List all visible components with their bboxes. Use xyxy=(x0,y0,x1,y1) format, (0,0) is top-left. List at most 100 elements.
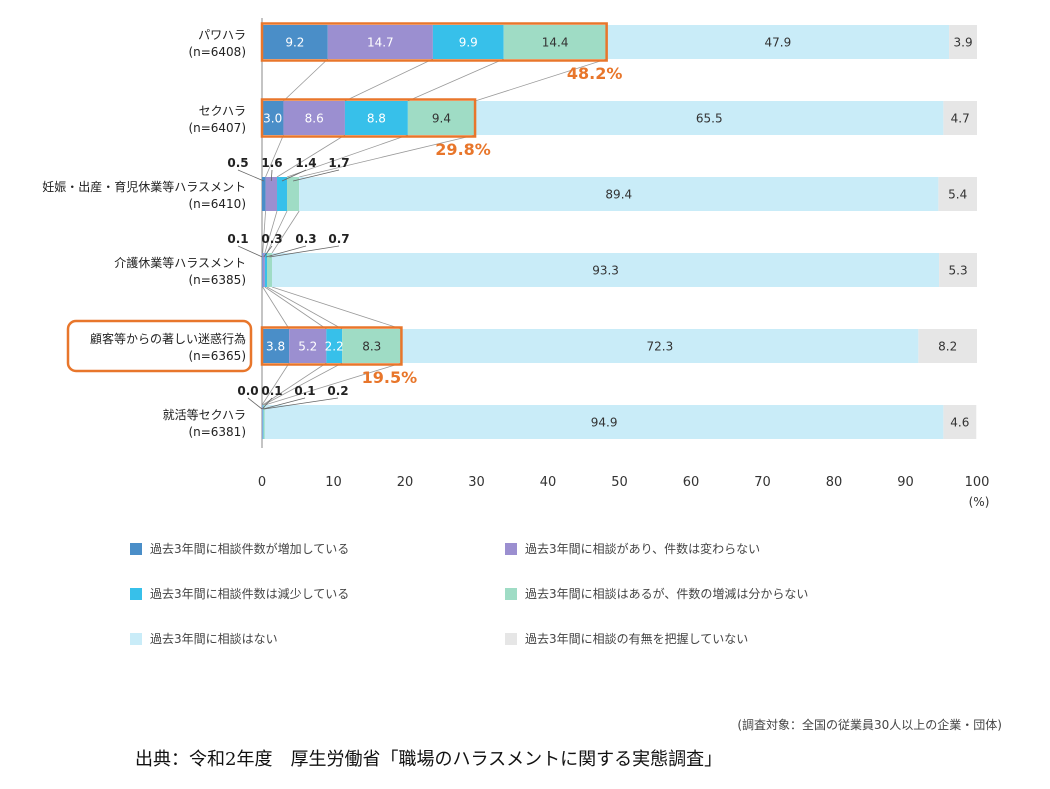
total-label: 29.8% xyxy=(435,140,491,159)
bar-segment xyxy=(939,253,977,287)
connector-line xyxy=(266,286,343,330)
survey-note: (調査対象：全国の従業員30人以上の企業・団体) xyxy=(737,718,1002,732)
legend-item: 過去3年間に相談はあるが、件数の増減は分からない xyxy=(505,585,808,602)
value-label: 5.2 xyxy=(298,340,317,354)
category-label: セクハラ xyxy=(199,104,246,118)
value-leader-line xyxy=(281,169,307,182)
bar-segment xyxy=(407,101,476,135)
value-label: 1.6 xyxy=(261,156,282,170)
value-leader-line xyxy=(263,245,273,258)
connector-line xyxy=(344,58,434,102)
x-tick-label: 10 xyxy=(325,475,342,490)
value-label: 3.0 xyxy=(263,112,282,126)
legend-label: 過去3年間に相談はない xyxy=(150,632,278,646)
bar-segment xyxy=(262,177,266,211)
value-leader-line xyxy=(264,397,339,410)
value-label: 2.2 xyxy=(325,340,344,354)
bar-segment xyxy=(299,177,939,211)
value-label: 0.1 xyxy=(294,384,315,398)
connector-line xyxy=(262,362,327,406)
bar-segment xyxy=(263,405,265,439)
bar-segment xyxy=(344,101,408,135)
x-tick-label: 20 xyxy=(397,475,414,490)
connector-line xyxy=(407,58,504,102)
connector-line xyxy=(262,286,290,330)
x-tick-label: 50 xyxy=(611,475,628,490)
connector-line xyxy=(262,210,266,254)
legend-swatch xyxy=(505,632,517,645)
category-n-label: (n=6365) xyxy=(188,349,246,363)
x-tick-label: 30 xyxy=(468,475,485,490)
legend-item: 過去3年間に相談があり、件数は変わらない xyxy=(505,540,760,557)
value-leader-line xyxy=(265,245,307,258)
value-label: 93.3 xyxy=(592,264,619,278)
value-label: 8.3 xyxy=(362,340,381,354)
value-label: 8.6 xyxy=(305,112,324,126)
bar-segment xyxy=(327,25,433,59)
connector-line xyxy=(474,58,607,102)
category-n-label: (n=6407) xyxy=(188,121,246,135)
source-citation: 出典：令和2年度 厚生労働省「職場のハラスメントに関する実態調査」 xyxy=(135,749,723,770)
value-label: 0.7 xyxy=(328,232,349,246)
legend-label: 過去3年間に相談があり、件数は変わらない xyxy=(525,542,761,556)
legend-item: 過去3年間に相談の有無を把握していない xyxy=(505,630,748,647)
legend-item: 過去3年間に相談件数は減少している xyxy=(130,585,349,602)
value-leader-line xyxy=(237,245,263,258)
bar-segment xyxy=(503,25,607,59)
x-tick-label: 40 xyxy=(540,475,557,490)
value-label: 8.2 xyxy=(938,340,957,354)
bar-segment xyxy=(949,25,977,59)
bar-segment xyxy=(342,329,402,363)
value-label: 4.7 xyxy=(951,112,970,126)
highlight-box xyxy=(260,98,477,138)
category-label: 介護休業等ハラスメント xyxy=(114,255,246,270)
bar-segment xyxy=(262,329,290,363)
connector-line xyxy=(271,286,402,330)
x-tick-label: 80 xyxy=(826,475,843,490)
value-label: 5.3 xyxy=(949,264,968,278)
connector-line xyxy=(286,134,408,178)
x-tick-label: 100 xyxy=(965,475,990,490)
legend-item: 過去3年間に相談はない xyxy=(130,630,278,647)
legend-label: 過去3年間に相談件数が増加している xyxy=(150,542,350,556)
legend-label: 過去3年間に相談件数は減少している xyxy=(150,587,350,601)
bar-segment xyxy=(943,101,977,135)
value-label: 94.9 xyxy=(591,416,618,430)
value-label: 0.3 xyxy=(261,232,282,246)
bar-segment xyxy=(475,101,944,135)
category-n-label: (n=6381) xyxy=(188,425,246,439)
x-tick-label: 70 xyxy=(754,475,771,490)
value-label: 3.9 xyxy=(954,36,973,50)
bar-segment xyxy=(606,25,950,59)
connector-line xyxy=(276,134,346,178)
value-label: 0.0 xyxy=(237,384,258,398)
x-tick-label: 60 xyxy=(683,475,700,490)
value-label: 14.7 xyxy=(367,36,394,50)
legend-swatch xyxy=(130,632,142,645)
value-leader-line xyxy=(262,397,273,410)
category-label: 妊娠・出産・育児休業等ハラスメント xyxy=(42,179,246,194)
connector-line xyxy=(266,210,288,254)
category-label: 顧客等からの著しい迷惑行為 xyxy=(90,331,246,346)
connector-line xyxy=(263,362,343,406)
bar-segment xyxy=(264,405,944,439)
connector-line xyxy=(264,362,402,406)
value-label: 0.5 xyxy=(227,156,248,170)
value-label: 0.3 xyxy=(295,232,316,246)
bar-segment xyxy=(262,25,328,59)
connector-line xyxy=(264,210,278,254)
bar-segment xyxy=(943,405,977,439)
connector-line xyxy=(265,134,284,178)
bar-segment xyxy=(401,329,919,363)
legend-swatch xyxy=(505,587,517,600)
value-label: 65.5 xyxy=(696,112,723,126)
connector-line xyxy=(283,58,329,102)
value-label: 4.6 xyxy=(950,416,969,430)
bar-segment xyxy=(265,177,278,211)
value-label: 8.8 xyxy=(367,112,386,126)
value-label: 0.1 xyxy=(227,232,248,246)
legend-label: 過去3年間に相談はあるが、件数の増減は分からない xyxy=(525,587,809,601)
connector-line xyxy=(271,210,300,254)
value-leader-line xyxy=(270,169,273,182)
value-label: 0.2 xyxy=(327,384,348,398)
